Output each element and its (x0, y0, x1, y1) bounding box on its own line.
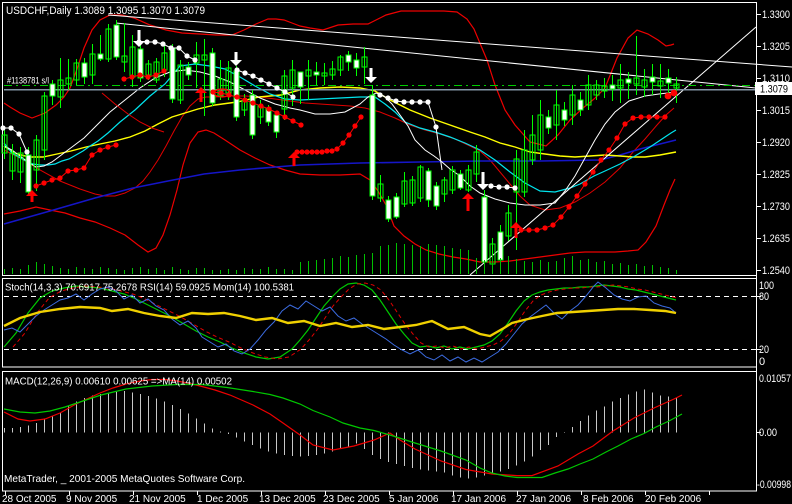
svg-text:23 Dec 2005: 23 Dec 2005 (323, 494, 380, 504)
svg-text:27 Jan 2006: 27 Jan 2006 (516, 494, 571, 504)
svg-text:Stoch(14,3,3) 70.6917 75.2678: Stoch(14,3,3) 70.6917 75.2678 RSI(14) 59… (5, 282, 294, 294)
svg-text:100: 100 (759, 280, 774, 292)
svg-text:MACD(12,26,9) 0.00610 0.00625: MACD(12,26,9) 0.00610 0.00625 =>MA(14) 0… (5, 376, 232, 388)
svg-text:1.2540: 1.2540 (762, 265, 790, 277)
svg-text:1.3205: 1.3205 (762, 41, 790, 53)
svg-text:20 Feb 2006: 20 Feb 2006 (645, 494, 702, 504)
svg-text:USDCHF,Daily 1.3089 1.3095 1.: USDCHF,Daily 1.3089 1.3095 1.3070 1.3079 (6, 5, 205, 17)
svg-text:#1138781 s/l: #1138781 s/l (7, 76, 49, 86)
svg-text:1.3015: 1.3015 (762, 105, 790, 117)
svg-text:8 Feb 2006: 8 Feb 2006 (583, 494, 634, 504)
svg-text:1.2920: 1.2920 (762, 137, 790, 149)
svg-text:5 Jan 2006: 5 Jan 2006 (389, 494, 439, 504)
svg-text:0.01057: 0.01057 (759, 373, 791, 385)
svg-text:9 Nov 2005: 9 Nov 2005 (66, 494, 118, 504)
svg-text:-0.00998: -0.00998 (757, 479, 791, 491)
svg-text:0: 0 (759, 356, 765, 368)
svg-text:17 Jan 2006: 17 Jan 2006 (451, 494, 506, 504)
svg-text:28 Oct 2005: 28 Oct 2005 (2, 494, 57, 504)
svg-text:1.2635: 1.2635 (762, 233, 790, 245)
svg-text:21 Nov 2005: 21 Nov 2005 (129, 494, 186, 504)
svg-text:MetaTrader, _ 2001-2005 MetaQu: MetaTrader, _ 2001-2005 MetaQuotes Softw… (4, 473, 245, 485)
svg-text:80: 80 (759, 291, 769, 303)
svg-text:20: 20 (759, 344, 769, 356)
svg-text:1.2730: 1.2730 (762, 201, 790, 213)
svg-text:13 Dec 2005: 13 Dec 2005 (259, 494, 316, 504)
svg-text:0.00: 0.00 (759, 427, 777, 439)
svg-text:1.3300: 1.3300 (762, 9, 790, 21)
svg-text:1.2825: 1.2825 (762, 169, 790, 181)
svg-text:1 Dec 2005: 1 Dec 2005 (197, 494, 249, 504)
svg-text:1.3079: 1.3079 (760, 84, 788, 96)
